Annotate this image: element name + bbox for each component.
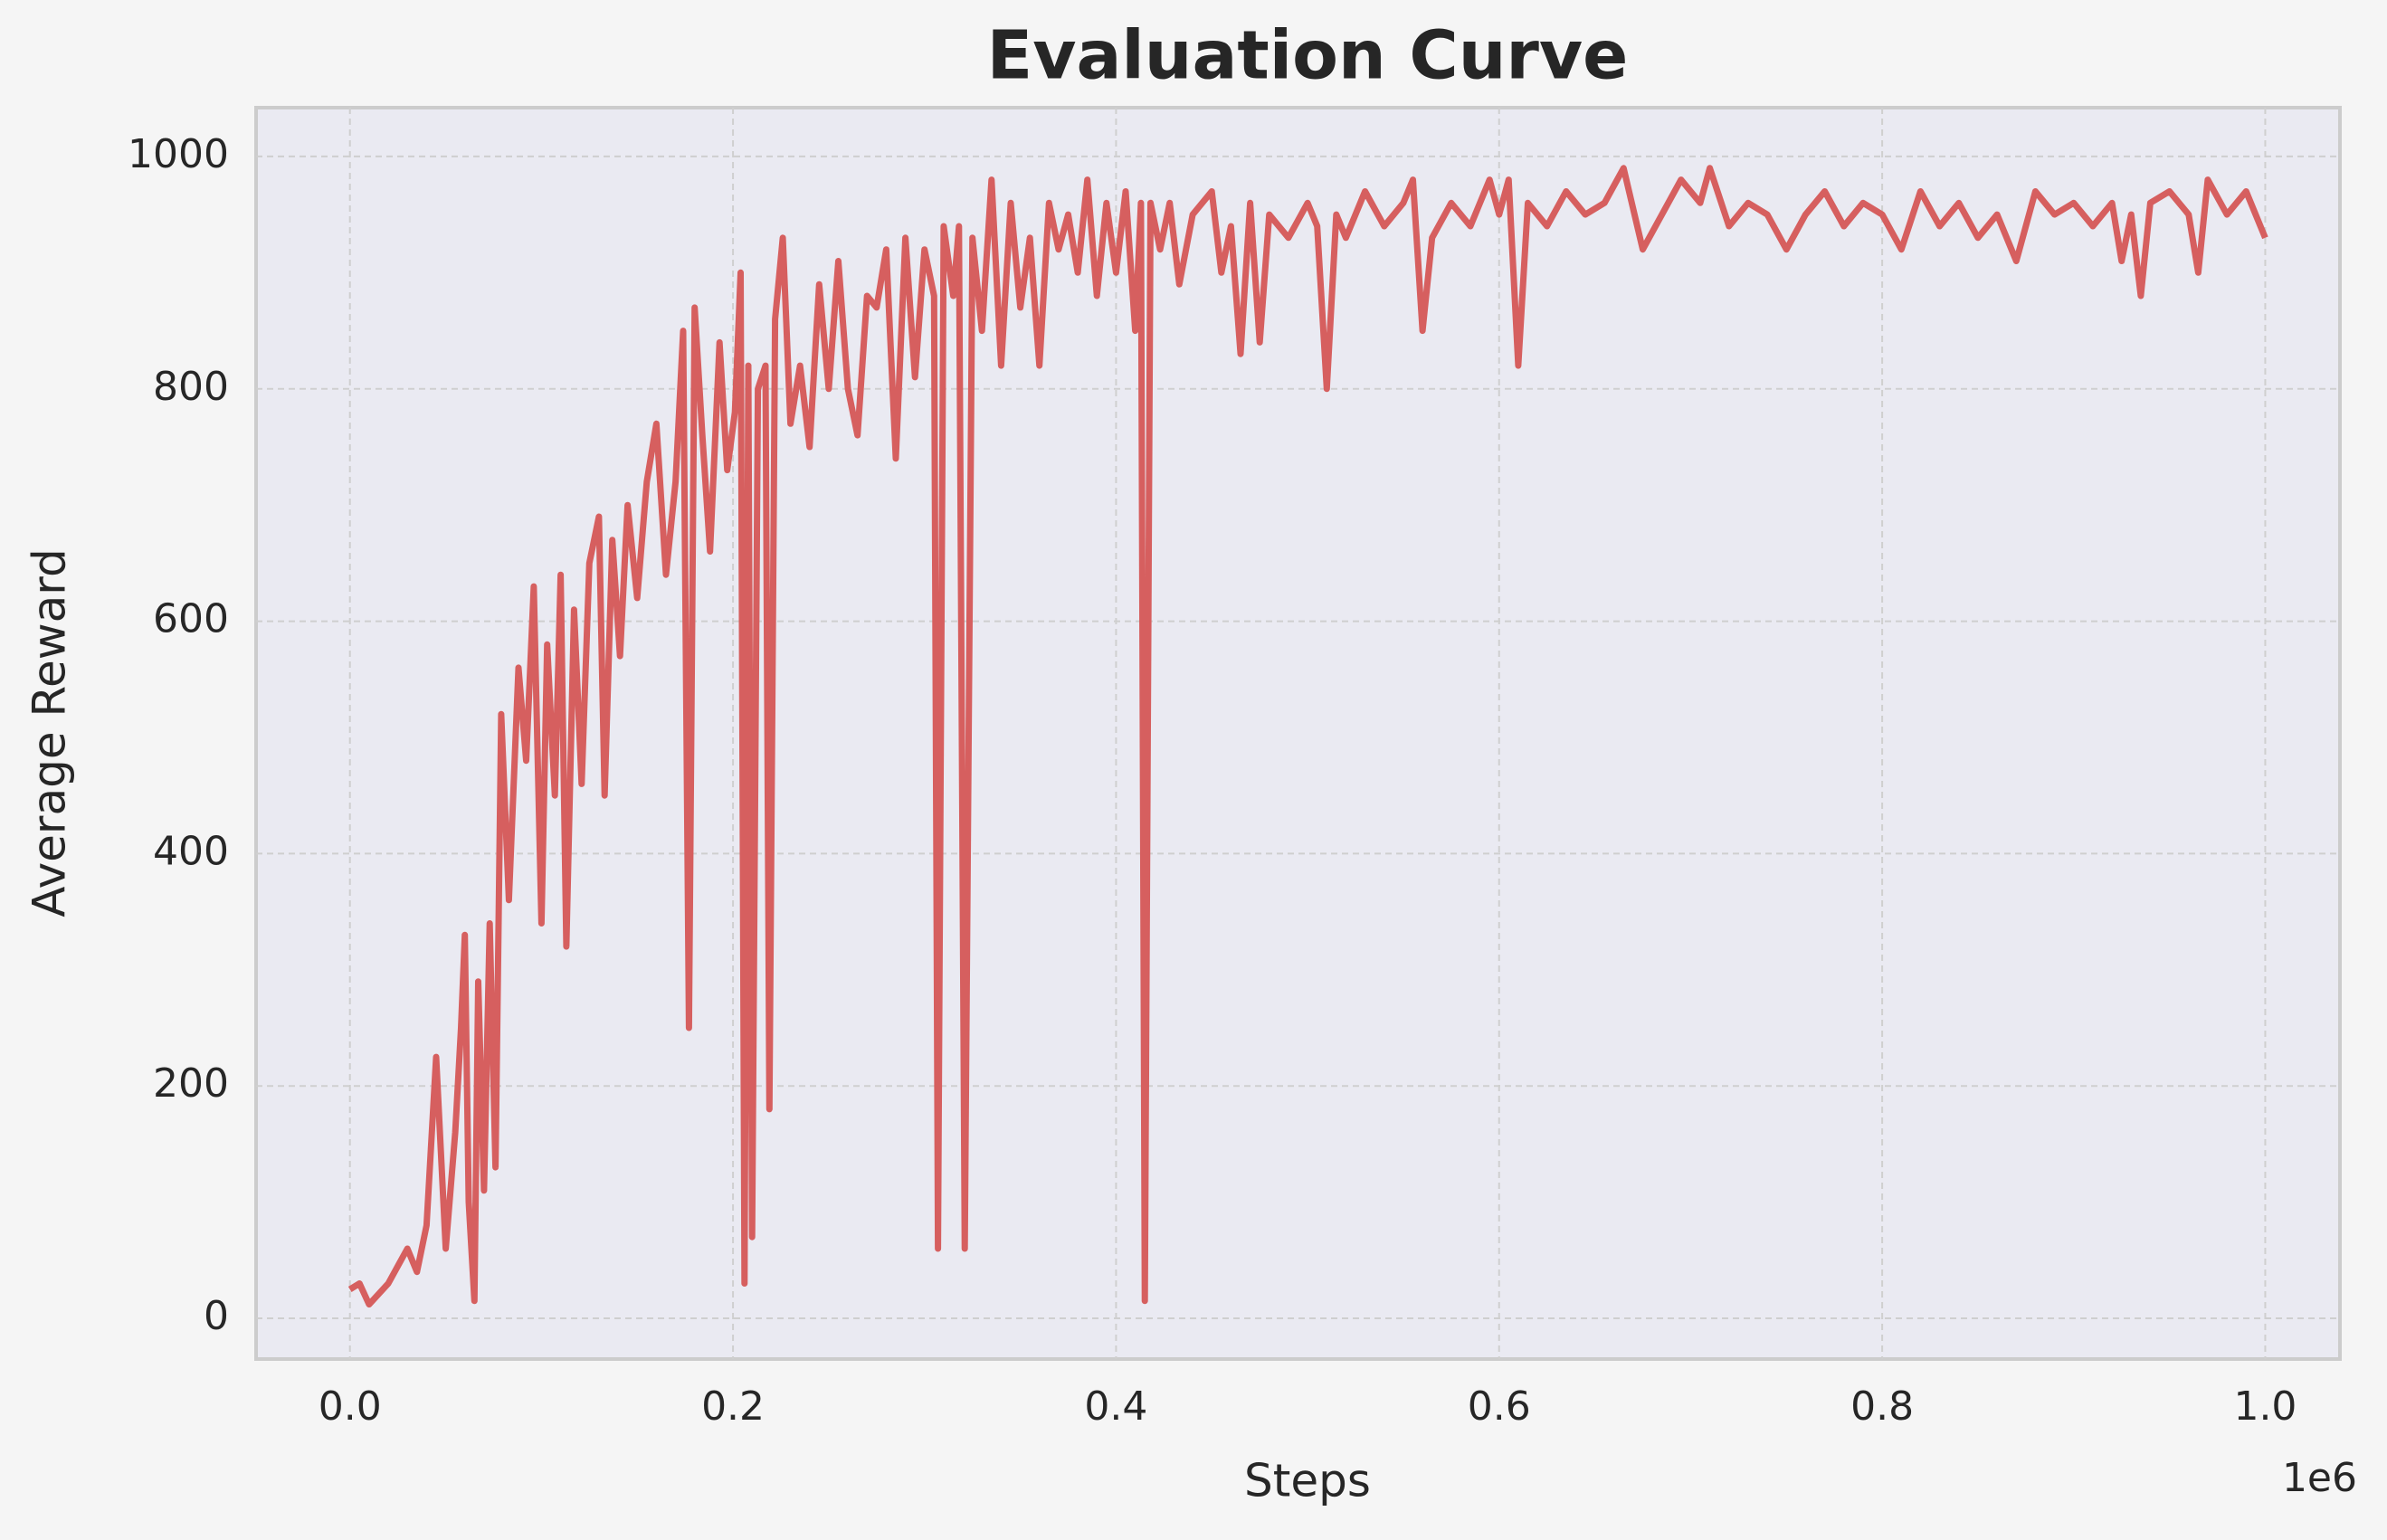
x-axis-label: Steps [1244,1455,1371,1507]
y-tick-label: 800 [153,364,229,410]
x-tick-label: 0.2 [701,1383,765,1430]
x-tick-label: 1.0 [2233,1383,2297,1430]
y-tick-label: 400 [153,828,229,874]
line [347,165,2268,1308]
x-tick-label: 0.8 [1850,1383,1914,1430]
y-tick-label: 600 [153,596,229,642]
y-tick-label: 0 [204,1293,229,1339]
y-axis-label: Average Reward [24,548,76,917]
x-tick-label: 0.6 [1468,1383,1531,1430]
y-tick-label: 1000 [128,131,229,177]
x-offset-label: 1e6 [2282,1455,2357,1501]
y-tick-label: 200 [153,1060,229,1107]
x-tick-label: 0.4 [1084,1383,1147,1430]
chart-title: Evaluation Curve [987,17,1629,95]
x-tick-label: 0.0 [319,1383,382,1430]
